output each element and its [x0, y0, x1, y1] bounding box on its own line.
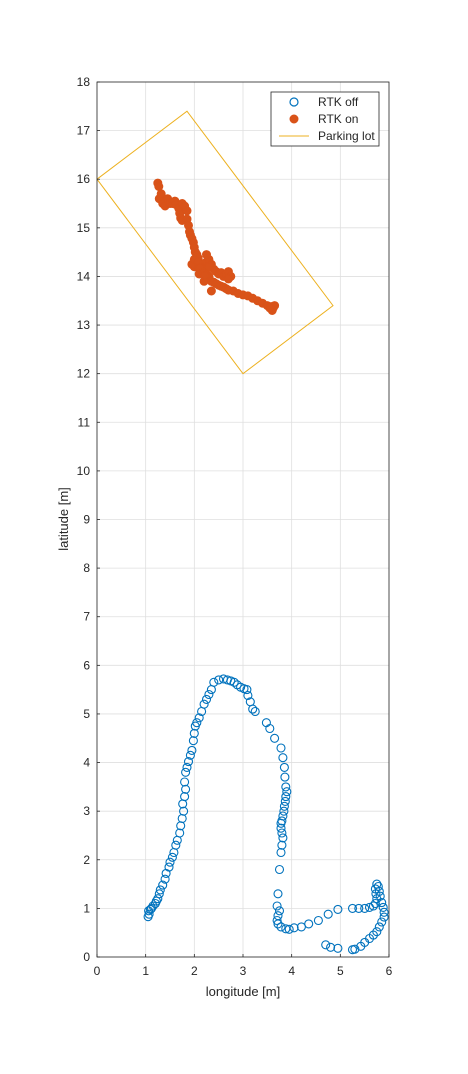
legend-label-rtk-off: RTK off: [318, 95, 359, 109]
y-tick-label: 0: [83, 950, 90, 964]
point-rtk-on: [201, 272, 209, 280]
x-tick-label: 0: [94, 964, 101, 978]
x-tick-label: 1: [142, 964, 149, 978]
x-tick-label: 2: [191, 964, 198, 978]
x-tick-label: 3: [240, 964, 247, 978]
y-tick-label: 11: [78, 415, 91, 429]
y-tick-label: 16: [77, 172, 91, 186]
y-tick-label: 3: [83, 804, 90, 818]
x-axis-label: longitude [m]: [206, 984, 280, 999]
legend: RTK off RTK on Parking lot: [271, 92, 379, 146]
point-rtk-on: [155, 183, 163, 191]
y-tick-label: 14: [77, 269, 91, 283]
y-tick-label: 7: [83, 610, 90, 624]
y-tick-label: 5: [83, 707, 90, 721]
y-tick-label: 2: [83, 853, 90, 867]
point-rtk-on: [203, 251, 211, 259]
legend-marker-rtk-on: [290, 115, 298, 123]
y-tick-label: 9: [83, 513, 90, 527]
y-tick-label: 18: [77, 75, 91, 89]
y-tick-label: 17: [77, 124, 91, 138]
y-tick-label: 15: [77, 221, 91, 235]
x-tick-label: 5: [337, 964, 344, 978]
x-tick-label: 6: [386, 964, 393, 978]
x-tick-label: 4: [288, 964, 295, 978]
y-tick-label: 6: [83, 658, 90, 672]
point-rtk-on: [207, 287, 215, 295]
y-tick-label: 12: [77, 367, 91, 381]
y-tick-label: 4: [83, 756, 90, 770]
legend-label-parking-lot: Parking lot: [318, 129, 375, 143]
y-axis-label: latitude [m]: [56, 487, 71, 551]
point-rtk-on: [266, 304, 274, 312]
legend-label-rtk-on: RTK on: [318, 112, 358, 126]
y-tick-label: 8: [83, 561, 90, 575]
y-tick-label: 1: [83, 901, 90, 915]
y-tick-label: 13: [77, 318, 91, 332]
y-tick-label: 10: [77, 464, 91, 478]
point-rtk-on: [224, 275, 232, 283]
point-rtk-on: [183, 207, 191, 215]
